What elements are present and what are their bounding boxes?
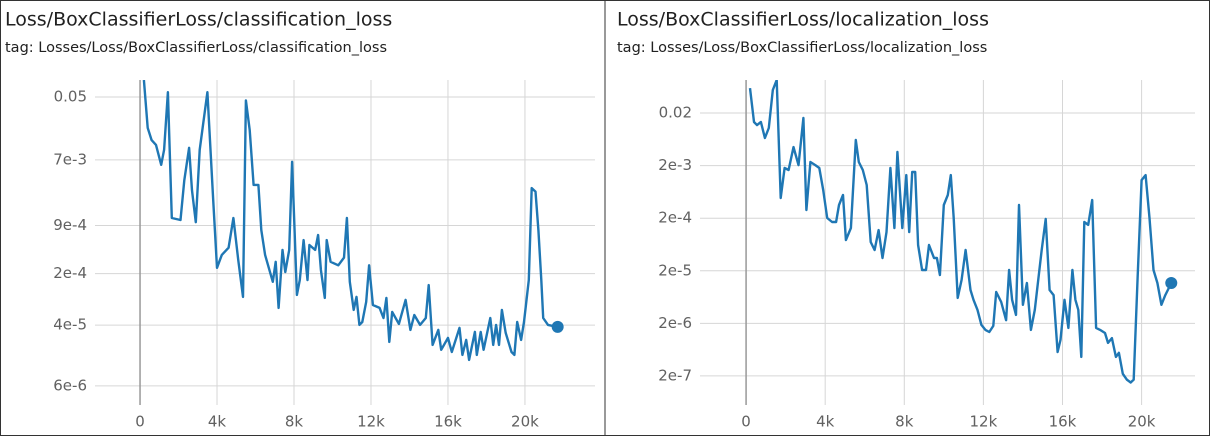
y-tick-label: 0.02 <box>659 104 692 122</box>
chart-subtitle: tag: Losses/Loss/BoxClassifierLoss/class… <box>5 40 387 56</box>
last-point <box>1165 277 1178 290</box>
x-tick-label: 20k <box>511 413 539 431</box>
chart-subtitle: tag: Losses/Loss/BoxClassifierLoss/local… <box>617 40 987 56</box>
y-tick-label: 2e-5 <box>658 261 692 279</box>
x-tick-label: 8k <box>895 413 914 431</box>
panel: Loss/BoxClassifierLoss/classification_lo… <box>5 9 595 431</box>
x-tick-label: 4k <box>816 413 835 431</box>
y-tick-label: 2e-4 <box>658 209 692 227</box>
y-tick-label: 4e-5 <box>53 316 87 334</box>
y-tick-label: 9e-4 <box>53 216 87 234</box>
y-tick-label: 2e-3 <box>658 156 692 174</box>
y-tick-label: 2e-6 <box>658 314 692 332</box>
data-line <box>142 80 558 362</box>
y-tick-label: 0.05 <box>54 87 87 105</box>
x-tick-label: 0 <box>741 413 751 431</box>
y-tick-label: 2e-4 <box>53 264 87 282</box>
panel: Loss/BoxClassifierLoss/localization_loss… <box>617 9 1195 431</box>
chart-title: Loss/BoxClassifierLoss/localization_loss <box>617 9 989 31</box>
y-tick-label: 6e-6 <box>53 376 87 394</box>
y-tick-label: 2e-7 <box>658 366 692 384</box>
x-tick-label: 20k <box>1128 413 1156 431</box>
x-tick-label: 0 <box>135 413 145 431</box>
x-tick-label: 12k <box>970 413 998 431</box>
x-tick-label: 16k <box>1049 413 1077 431</box>
last-point <box>551 320 564 333</box>
x-tick-label: 8k <box>285 413 304 431</box>
chart-title: Loss/BoxClassifierLoss/classification_lo… <box>5 9 392 31</box>
x-tick-label: 12k <box>357 413 385 431</box>
x-tick-label: 4k <box>208 413 227 431</box>
y-tick-label: 7e-3 <box>53 150 87 168</box>
data-line <box>748 80 1173 384</box>
x-tick-label: 16k <box>434 413 462 431</box>
